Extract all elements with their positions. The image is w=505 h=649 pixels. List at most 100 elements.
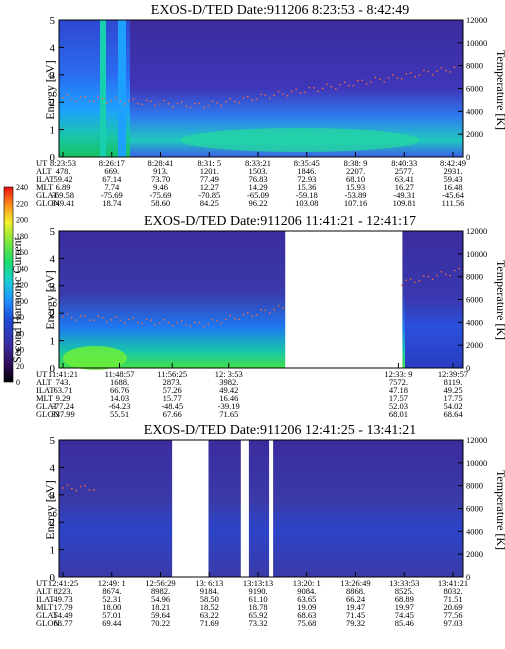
colorbar-tick-label: 60	[16, 329, 24, 338]
panel-3-cell: 49.73	[53, 594, 72, 604]
panel-3-cell: 9084.	[297, 586, 316, 596]
panel-1-trace-point	[242, 97, 245, 99]
panel-2-trace-point	[167, 321, 170, 324]
panel-1-trace-point	[427, 70, 430, 73]
panel-3-cell: 71.45	[346, 610, 365, 620]
panel-2-ytick-label: 3	[50, 281, 56, 293]
panel-1-cell: 1846.	[297, 166, 316, 176]
panel-1-trace-point	[423, 69, 425, 72]
panel-3-y-axis-right: 0 2000 4000 6000 8000 10000 12000	[458, 435, 487, 582]
colorbar-tick-label: 240	[16, 183, 28, 192]
panel-3-cell: 52.31	[102, 594, 121, 604]
panel-2-cell: -48.45	[161, 401, 183, 411]
panel-2-trace-point	[128, 318, 130, 321]
panel-1-trace-point	[203, 106, 205, 109]
panel-1-y-axis: 0 1 2 3 4 5	[50, 15, 64, 164]
panel-2-trace-point	[137, 321, 139, 324]
panel-1-ytick-label: 0	[50, 152, 56, 164]
panel-3-ylabel-left: Energy [eV]	[43, 480, 57, 539]
panel-1-cell: 58.60	[151, 198, 170, 208]
panel-1-cell: 8:26:17	[99, 158, 125, 168]
panel-3-trace-point	[84, 484, 86, 487]
panel-1-ylabel-left: Energy [eV]	[43, 60, 57, 119]
panel-1-trace-point	[159, 103, 161, 105]
panel-2-trace-point	[458, 267, 460, 270]
panel-1-trace-point	[225, 101, 227, 103]
panel-1-trace-point	[308, 86, 311, 89]
panel-3-row-label: UT	[36, 578, 48, 588]
panel-1-trace-point	[106, 102, 108, 104]
panel-3-cell: 12:41:25	[48, 578, 78, 588]
panel-1-trace-point	[238, 101, 240, 104]
panel-1-cell: 1503.	[248, 166, 267, 176]
panel-1-trace-point	[269, 97, 271, 100]
panel-1-trace-point	[150, 100, 152, 102]
panel-1-trace-point	[295, 88, 298, 91]
panel-2-trace-point	[119, 319, 121, 322]
panel-3-ytick-label: 4	[50, 462, 56, 474]
panel-3-cell: 68.63	[297, 610, 316, 620]
panel-2-trace-point	[264, 309, 267, 312]
panel-3-data-gaps	[172, 440, 274, 577]
panel-2-cell: 17.75	[443, 393, 462, 403]
panel-2-title: EXOS-D/TED Date:911206 11:41:21 - 12:41:…	[144, 214, 416, 229]
colorbar-gradient	[3, 186, 14, 383]
panel-1-cell: 73.70	[151, 174, 170, 184]
panel-1-trace-point	[392, 74, 394, 76]
panel-2-cell: 11:41:21	[48, 369, 78, 379]
panel-3-cell: 97.03	[443, 618, 462, 628]
panel-3-data-gap	[269, 440, 274, 577]
panel-1-trace-point	[409, 72, 412, 74]
panel-2-trace-point	[216, 320, 218, 322]
panel-2-cell: 14.03	[110, 393, 129, 403]
panel-3-ytick-label: 1	[50, 545, 56, 557]
panel-2-ytick-label: 5	[50, 226, 56, 238]
panel-2-low-energy-patch	[63, 346, 127, 370]
panel-1-band-b	[118, 20, 126, 157]
panel-1-trace-point	[62, 96, 64, 99]
panel-2-trace-point	[401, 284, 403, 287]
panel-2-trace-point	[233, 317, 236, 320]
panel-3-cell: 61.10	[248, 594, 267, 604]
panel-1-cell: 8:28:41	[148, 158, 174, 168]
panel-3-cell: 63.22	[200, 610, 219, 620]
panel-3-cell: 20.69	[443, 602, 462, 612]
panel-1-cell: 2207.	[346, 166, 365, 176]
panel-3-row-label: MLT	[36, 602, 54, 612]
panel-1-cell: -75.69	[150, 190, 172, 200]
panel-3-cell: 12:56:29	[145, 578, 175, 588]
panel-2-cell: 71.65	[219, 409, 238, 419]
panel-1-trace-point	[357, 79, 359, 82]
panel-2-ytick-label: 1	[50, 336, 56, 348]
panel-2-cell: 3982.	[219, 377, 238, 387]
panel-3-cell: 8525.	[395, 586, 414, 596]
panel-3-cell: 71.51	[443, 594, 462, 604]
panel-1-cell: 16.48	[443, 182, 462, 192]
panel-1-trace-point	[436, 70, 438, 73]
panel-2-cell: -39.19	[218, 401, 240, 411]
panel-1-trace-point	[365, 83, 368, 85]
panel-2-cell: 1688.	[110, 377, 129, 387]
panel-1-cell: 111.56	[442, 198, 465, 208]
panel-1-cell: -69.58	[52, 190, 74, 200]
panel-3-ytick-right-label: 8000	[466, 481, 483, 491]
panel-1-cell: 96.22	[248, 198, 267, 208]
panel-2-ytick-label: 2	[50, 308, 56, 320]
panel-2-row-label: ILAT	[36, 385, 55, 395]
panel-1-cell: 8:31: 5	[197, 158, 221, 168]
panel-1-trace-point	[216, 102, 218, 104]
panel-2-trace-point	[405, 279, 408, 282]
panel-1-cell: 14.29	[248, 182, 267, 192]
panel-1-cell: 68.10	[346, 174, 365, 184]
panel-1-cell: 67.14	[102, 174, 122, 184]
panel-3-cell: 75.68	[297, 618, 316, 628]
panel-1-trace-point	[374, 76, 377, 79]
panel-2-trace-point	[110, 319, 113, 321]
panel-2-trace-point	[229, 315, 231, 317]
panel-2-trace-point	[445, 273, 447, 276]
panel-1-trace-point	[304, 91, 306, 94]
panel-1-cell: 669.	[104, 166, 119, 176]
panel-2-trace-point	[427, 275, 430, 278]
panel-2-trace-point	[436, 274, 438, 277]
panel-1-cell: 913.	[153, 166, 168, 176]
